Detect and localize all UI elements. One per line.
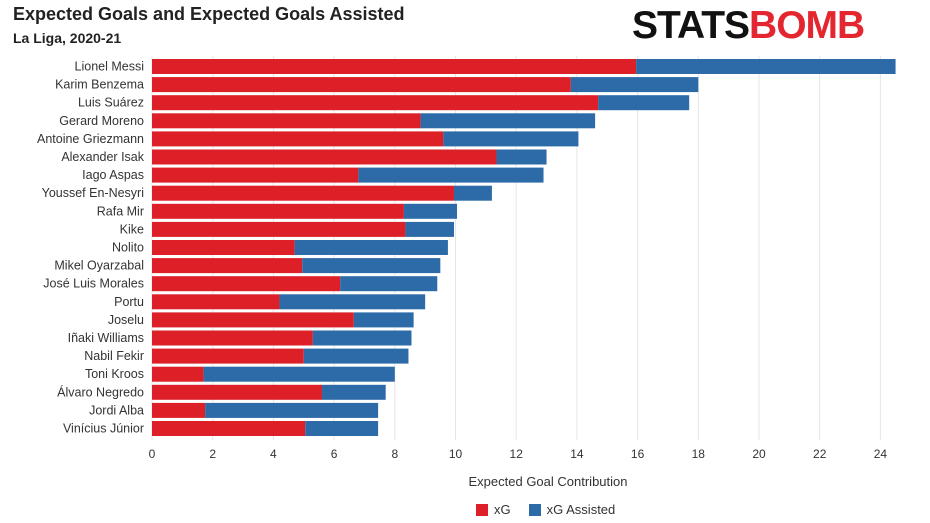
category-label: Lionel Messi [75, 60, 144, 74]
category-label: Toni Kroos [85, 367, 144, 381]
legend-label-xg-assisted: xG Assisted [546, 502, 616, 517]
x-tick-label: 22 [813, 447, 827, 461]
x-tick-label: 24 [874, 447, 888, 461]
bar-xg[interactable] [152, 312, 354, 328]
bar-xg[interactable] [152, 421, 306, 436]
bar-xg-assisted[interactable] [405, 221, 454, 237]
category-label: Youssef En-Nesyri [42, 186, 144, 200]
legend-swatch-xg [476, 503, 488, 516]
bar-xg[interactable] [152, 366, 204, 382]
bar-xg-assisted[interactable] [358, 167, 544, 183]
x-tick-label: 18 [692, 447, 706, 461]
bar-xg-assisted[interactable] [340, 276, 438, 292]
bar-xg[interactable] [152, 113, 421, 129]
bar-xg-assisted[interactable] [443, 131, 579, 147]
bar-xg-assisted[interactable] [598, 95, 690, 111]
category-label: Antoine Griezmann [37, 132, 144, 146]
category-label: Jordi Alba [89, 403, 144, 417]
logo-text-bomb: BOMB [749, 4, 865, 47]
statsbomb-logo: STATSBOMB [632, 4, 865, 47]
x-tick-label: 2 [209, 447, 216, 461]
category-label: Luis Suárez [78, 96, 144, 110]
x-tick-label: 6 [331, 447, 338, 461]
bar-xg[interactable] [152, 95, 599, 111]
category-label: Gerard Moreno [59, 114, 144, 128]
x-tick-label: 4 [270, 447, 277, 461]
bar-xg-assisted[interactable] [496, 149, 547, 165]
category-label: Álvaro Negredo [57, 384, 144, 399]
bar-xg-assisted[interactable] [294, 240, 448, 255]
category-label: Alexander Isak [61, 150, 144, 164]
category-label: Nabil Fekir [84, 349, 144, 363]
bar-xg-assisted[interactable] [570, 77, 699, 93]
bar-xg[interactable] [152, 203, 404, 219]
x-tick-label: 8 [391, 447, 398, 461]
bar-xg-assisted[interactable] [205, 402, 379, 418]
legend-item-xg[interactable]: xG [476, 502, 511, 517]
bar-xg[interactable] [152, 221, 406, 237]
category-label: Rafa Mir [97, 204, 144, 218]
category-label: Portu [114, 295, 144, 309]
bar-xg[interactable] [152, 77, 571, 93]
legend-label-xg: xG [494, 502, 511, 517]
bar-xg-assisted[interactable] [353, 312, 414, 328]
category-label: Joselu [108, 313, 144, 327]
bar-xg[interactable] [152, 276, 341, 292]
x-axis-title: Expected Goal Contribution [469, 474, 628, 489]
x-tick-label: 0 [149, 447, 156, 461]
bar-xg-assisted[interactable] [321, 384, 386, 400]
bar-xg-assisted[interactable] [453, 185, 492, 201]
bar-xg[interactable] [152, 149, 497, 165]
bar-xg[interactable] [152, 402, 206, 418]
bar-xg[interactable] [152, 185, 454, 201]
bar-xg[interactable] [152, 59, 637, 74]
bar-xg-assisted[interactable] [420, 113, 596, 129]
bar-xg[interactable] [152, 131, 444, 147]
bar-xg[interactable] [152, 348, 304, 364]
x-tick-label: 12 [510, 447, 524, 461]
bar-xg-assisted[interactable] [279, 294, 426, 310]
x-tick-label: 14 [570, 447, 584, 461]
category-label: Mikel Oyarzabal [54, 259, 144, 273]
bar-xg[interactable] [152, 258, 303, 274]
bar-xg[interactable] [152, 384, 322, 400]
bar-xg-assisted[interactable] [203, 366, 395, 382]
x-tick-label: 10 [449, 447, 463, 461]
chart-subtitle: La Liga, 2020-21 [13, 30, 122, 46]
bar-xg[interactable] [152, 294, 280, 310]
bar-xg[interactable] [152, 240, 295, 255]
category-label: José Luis Morales [43, 277, 144, 291]
legend-swatch-xg-assisted [528, 503, 541, 516]
chart-title: Expected Goals and Expected Goals Assist… [13, 4, 405, 24]
bar-xg[interactable] [152, 167, 359, 183]
bar-xg[interactable] [152, 330, 313, 346]
bar-xg-assisted[interactable] [302, 258, 441, 274]
category-label: Nolito [112, 241, 144, 255]
bar-xg-assisted[interactable] [305, 421, 379, 436]
bar-xg-assisted[interactable] [303, 348, 409, 364]
x-axis-ticks: 0 2 4 6 8 10 12 14 16 18 20 22 24 [149, 447, 888, 461]
category-label: Iñaki Williams [68, 331, 144, 345]
bars [152, 59, 896, 436]
category-label: Karim Benzema [55, 78, 144, 92]
category-label: Vinícius Júnior [63, 422, 144, 436]
bar-xg-assisted[interactable] [403, 203, 458, 219]
bar-xg-assisted[interactable] [636, 59, 896, 74]
category-label: Kike [120, 222, 144, 236]
logo-text-stats: STATS [632, 4, 750, 47]
category-labels: Lionel Messi Karim Benzema Luis Suárez Gera… [37, 60, 145, 436]
stacked-bar-chart: Lionel Messi Karim Benzema Luis Suárez Gera… [37, 56, 896, 489]
legend: xG xG Assisted [476, 502, 633, 517]
category-label: Iago Aspas [82, 168, 144, 182]
bar-xg-assisted[interactable] [312, 330, 412, 346]
x-tick-label: 16 [631, 447, 645, 461]
legend-item-xg-assisted[interactable]: xG Assisted [528, 502, 616, 517]
x-tick-label: 20 [752, 447, 766, 461]
